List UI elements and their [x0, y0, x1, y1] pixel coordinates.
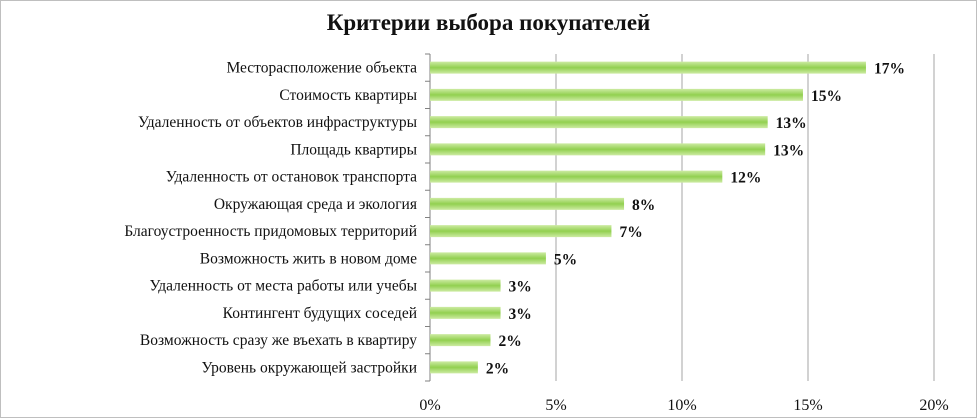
chart-title: Критерии выбора покупателей	[326, 10, 651, 35]
x-tick-label: 5%	[545, 397, 566, 414]
data-label: 5%	[554, 251, 577, 268]
data-label: 12%	[730, 170, 761, 187]
category-label: Возможность жить в новом доме	[200, 250, 417, 267]
bar	[430, 334, 491, 347]
data-label: 7%	[619, 224, 642, 241]
bar	[430, 279, 501, 292]
data-label: 13%	[773, 142, 804, 159]
data-label: 2%	[486, 360, 509, 377]
category-label: Площадь квартиры	[290, 141, 417, 158]
data-label: 2%	[498, 333, 521, 350]
bar	[430, 252, 546, 265]
data-label: 8%	[632, 197, 655, 214]
bar	[430, 170, 723, 183]
x-tick-label: 20%	[919, 397, 948, 414]
bar	[430, 197, 625, 210]
category-label: Месторасположение объекта	[226, 60, 417, 77]
category-label: Благоустроенность придомовых территорий	[124, 223, 417, 240]
bar	[430, 361, 478, 374]
category-label: Уровень окружающей застройки	[202, 359, 417, 376]
category-label: Контингент будущих соседей	[223, 305, 417, 322]
bar	[430, 143, 766, 156]
category-label: Окружающая среда и экология	[214, 196, 417, 213]
gridlines	[425, 53, 935, 382]
category-label: Удаленность от остановок транспорта	[166, 169, 417, 186]
data-label: 3%	[509, 279, 532, 296]
bar	[430, 306, 501, 319]
bar	[430, 225, 612, 238]
category-label: Возможность сразу же въехать в квартиру	[140, 332, 417, 349]
category-label: Удаленность от места работы или учебы	[149, 278, 417, 295]
data-label: 17%	[874, 61, 905, 78]
x-tick-label: 0%	[419, 397, 440, 414]
data-label: 13%	[776, 115, 807, 132]
x-tick-label: 10%	[667, 397, 696, 414]
category-label: Удаленность от объектов инфраструктуры	[138, 114, 418, 131]
bar	[430, 116, 768, 129]
data-labels: 17%15%13%13%12%8%7%5%3%3%2%2%	[486, 61, 905, 378]
x-tick-labels: 0% 5% 10% 15% 20%	[419, 397, 948, 414]
bars	[430, 61, 866, 374]
x-tick-label: 15%	[793, 397, 822, 414]
bar	[430, 88, 803, 101]
category-labels: Месторасположение объекта Стоимость кварт…	[124, 60, 417, 377]
bar	[430, 61, 866, 74]
data-label: 3%	[509, 306, 532, 323]
data-label: 15%	[811, 88, 842, 105]
category-label: Стоимость квартиры	[279, 87, 417, 104]
